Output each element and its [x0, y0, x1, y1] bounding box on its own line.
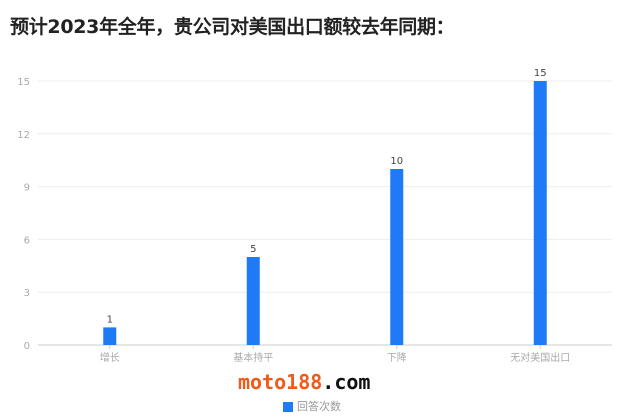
chart-title: 预计2023年全年，贵公司对美国出口额较去年同期： [10, 16, 455, 38]
y-tick-label: 6 [24, 235, 30, 246]
data-label: 10 [390, 156, 403, 167]
bar [533, 81, 547, 345]
data-label: 5 [250, 244, 256, 255]
data-label: 1 [107, 314, 113, 325]
legend-swatch [283, 401, 293, 412]
y-tick-label: 12 [17, 130, 30, 141]
x-tick-label: 增长 [100, 351, 120, 364]
y-tick-label: 15 [17, 77, 30, 88]
bar [103, 327, 117, 345]
y-tick-label: 0 [24, 341, 30, 352]
y-tick-label: 9 [24, 183, 30, 194]
watermark-part2: .com [322, 370, 371, 394]
y-tick-label: 3 [24, 288, 30, 299]
watermark: moto188.com [238, 370, 370, 394]
legend-label: 回答次数 [297, 400, 341, 413]
x-tick-label: 基本持平 [233, 351, 273, 364]
bar [390, 169, 404, 345]
legend[interactable]: 回答次数 [283, 400, 341, 413]
bar [246, 257, 260, 345]
watermark-part1: moto188 [238, 370, 323, 394]
x-tick-label: 下降 [387, 351, 407, 364]
x-tick-label: 无对美国出口 [510, 351, 570, 364]
data-label: 15 [534, 68, 547, 79]
